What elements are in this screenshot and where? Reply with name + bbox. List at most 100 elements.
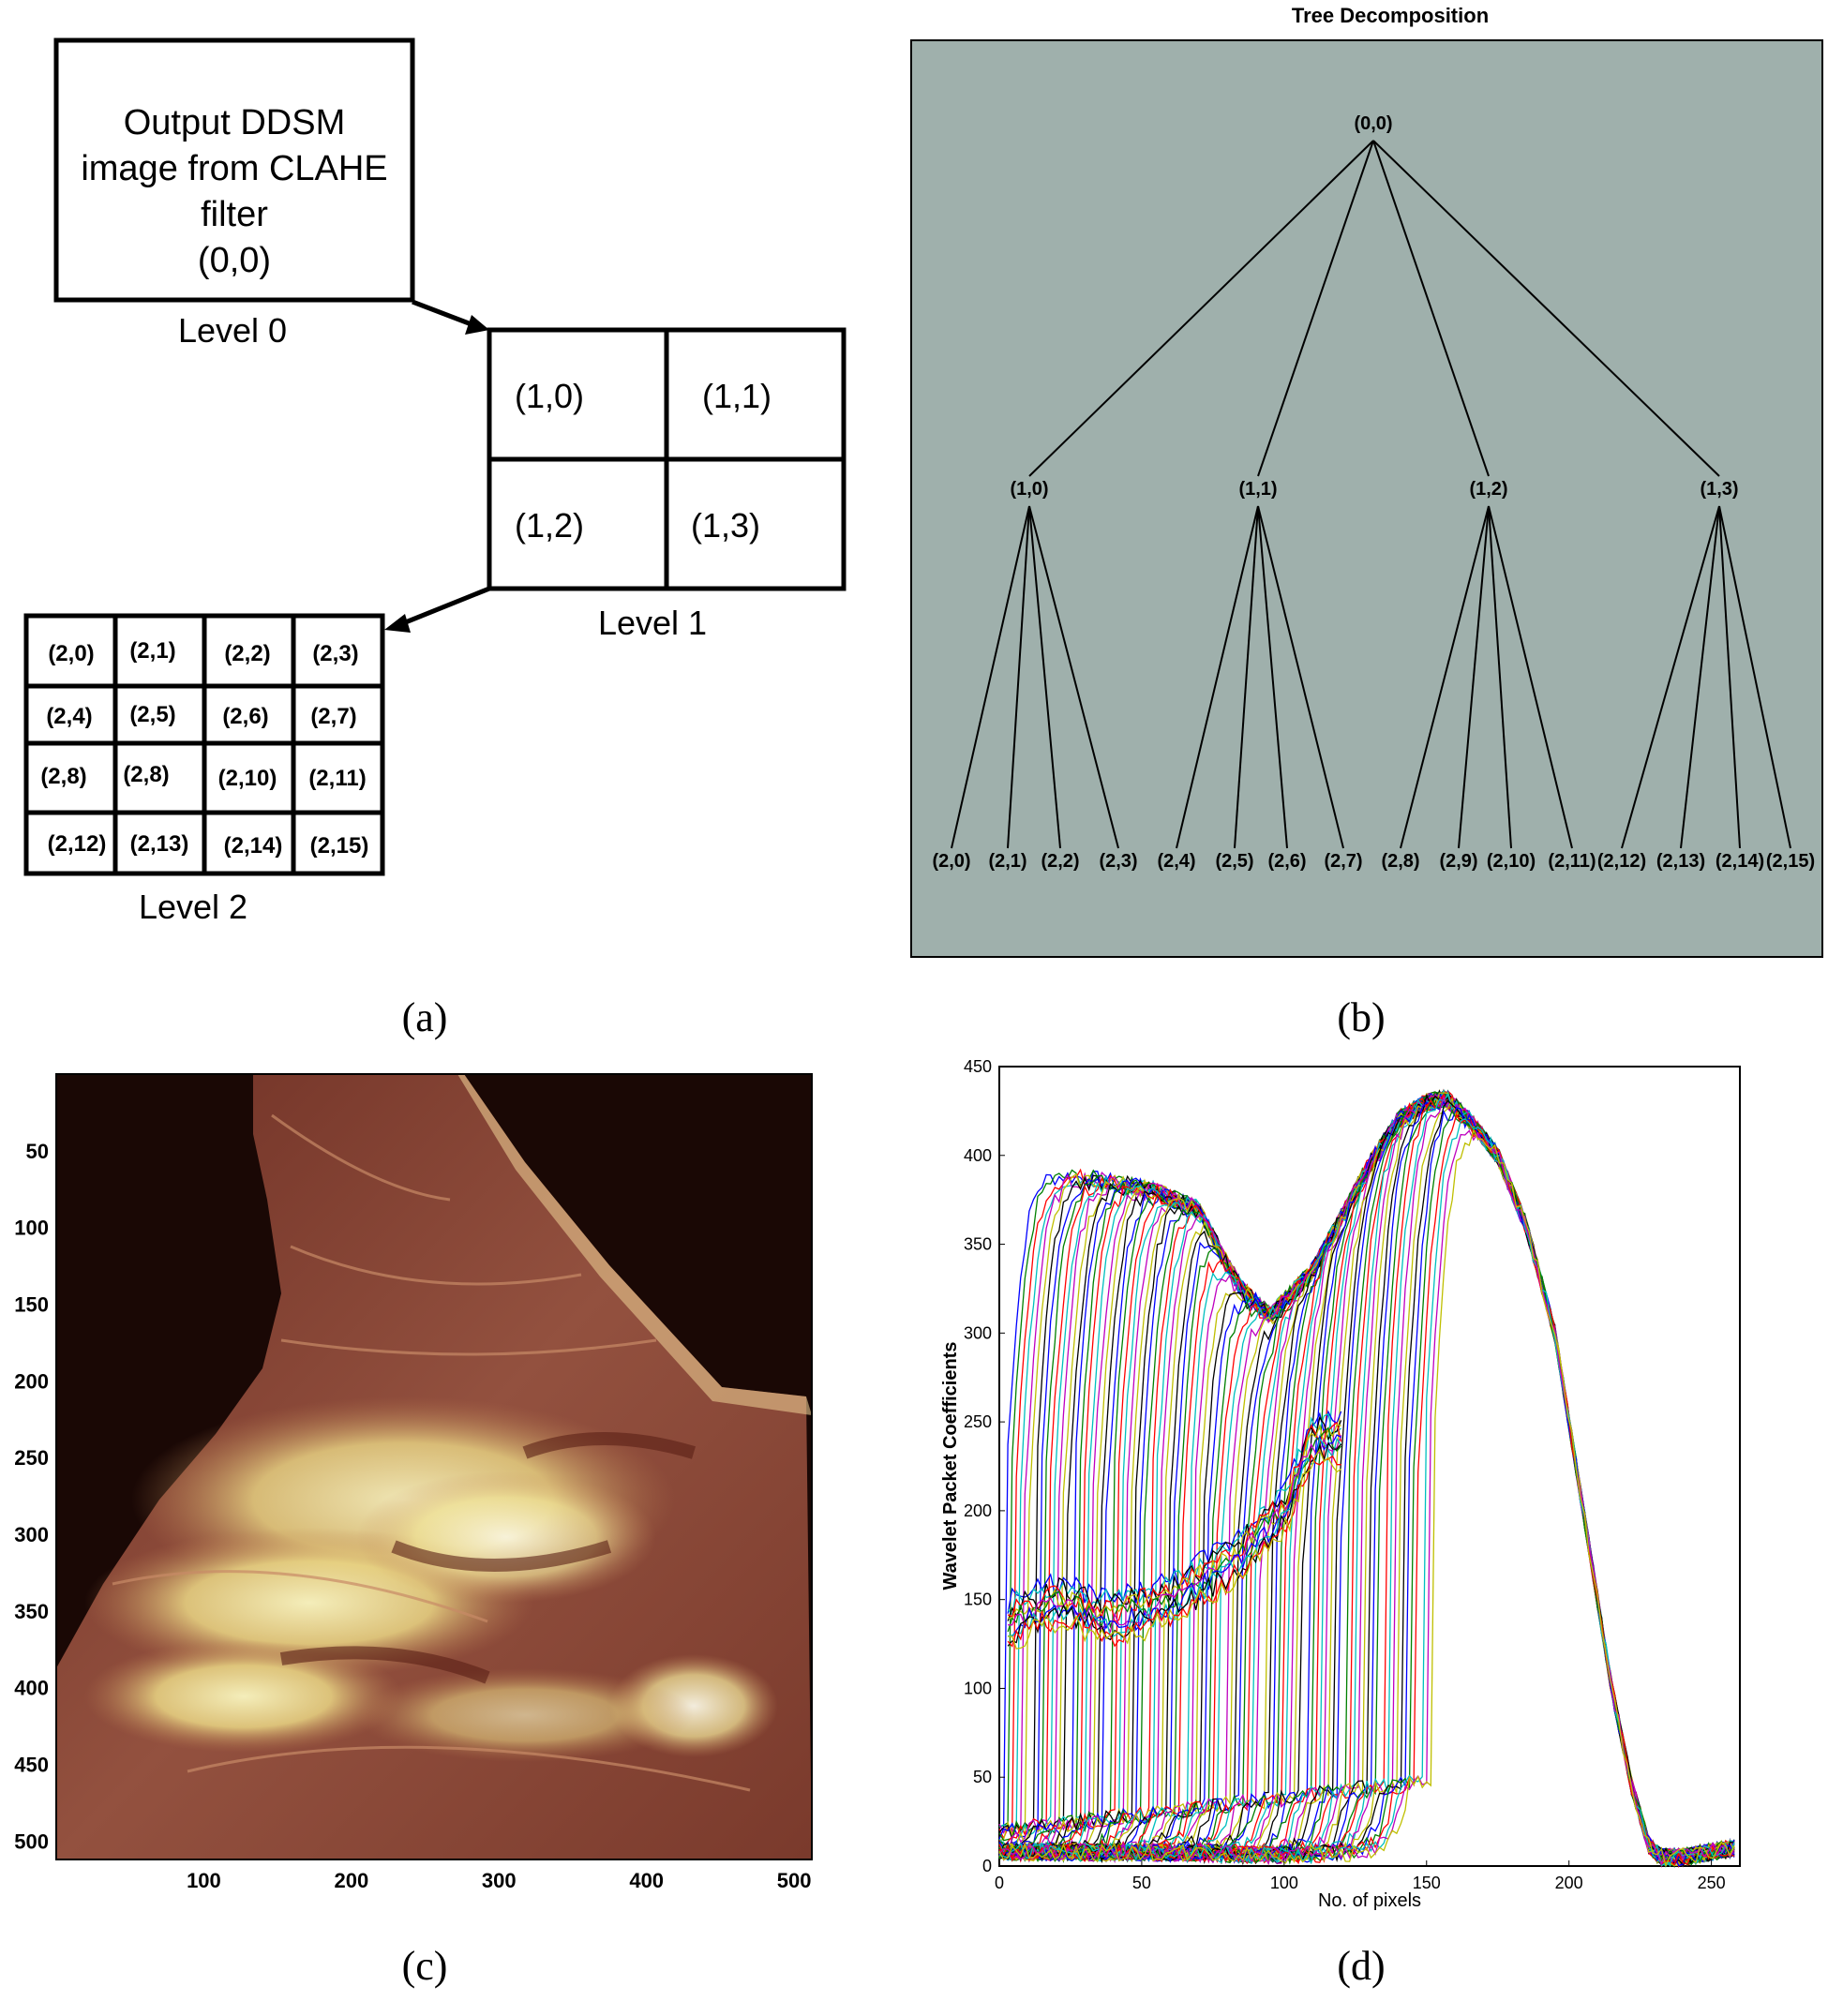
chart-y-tick-label: 0 xyxy=(982,1857,992,1875)
chart-x-tick-label: 100 xyxy=(1270,1874,1298,1892)
arrow-level1-to-level2-head xyxy=(384,614,411,633)
wavelet-coefficient-series xyxy=(1007,1441,1342,1647)
tree-node-level2-7: (2,7) xyxy=(1324,851,1362,872)
chart-y-tick-label: 300 xyxy=(964,1323,992,1342)
chart-x-tick-label: 150 xyxy=(1413,1874,1441,1892)
wavelet-coefficient-series xyxy=(1007,1415,1342,1621)
image-y-tick: 500 xyxy=(14,1829,49,1853)
tree-edges xyxy=(951,140,1791,849)
tree-node-level2-1: (2,1) xyxy=(988,851,1026,872)
root-box-line2: image from CLAHE xyxy=(81,149,387,188)
level2-cell-7: (2,7) xyxy=(310,704,356,729)
tree-node-level2-0: (2,0) xyxy=(932,851,970,872)
level1-cell-1: (1,1) xyxy=(702,377,772,415)
tree-edge-2-0 xyxy=(1400,505,1490,849)
tree-edge-0-2 xyxy=(1028,505,1061,849)
image-y-tick: 150 xyxy=(14,1293,49,1317)
tree-edge-3-3 xyxy=(1718,505,1791,849)
tree-edge-2-2 xyxy=(1488,505,1512,849)
level2-grid xyxy=(23,613,385,876)
level2-cell-5: (2,5) xyxy=(129,702,175,727)
tree-node-level1-3: (1,3) xyxy=(1700,479,1738,500)
tree-edge-2-3 xyxy=(1488,505,1573,849)
chart-ylabel: Wavelet Packet Coefficients xyxy=(940,1342,961,1590)
tree-edge-1-2 xyxy=(1257,505,1288,849)
tree-edge-1-1 xyxy=(1234,505,1259,849)
tree-edge-3-1 xyxy=(1680,505,1720,849)
wavelet-coefficient-series xyxy=(1007,1410,1342,1614)
level2-cell-14: (2,14) xyxy=(224,833,283,859)
tree-edge-3-0 xyxy=(1621,505,1720,849)
tree-node-level2-10: (2,10) xyxy=(1487,851,1536,872)
image-y-tick: 300 xyxy=(14,1523,49,1546)
tree-node-level2-14: (2,14) xyxy=(1716,851,1764,872)
level2-cell-3: (2,3) xyxy=(312,641,358,666)
image-x-tick: 300 xyxy=(482,1869,517,1892)
tree-node-level2-11: (2,11) xyxy=(1548,851,1596,872)
caption-b: (b) xyxy=(1337,994,1386,1040)
panel-d-chart: 0 50 100 150 200 250 300 350 400 450 0 50 100 150 200… xyxy=(940,1057,1741,1911)
level2-cell-4: (2,4) xyxy=(46,704,92,729)
root-box-line1: Output DDSM xyxy=(124,103,346,142)
chart-y-tick-label: 200 xyxy=(964,1501,992,1520)
tree-edge-3-2 xyxy=(1718,505,1741,849)
level2-cell-9: (2,8) xyxy=(123,762,169,787)
tree-edge-root-1 xyxy=(1257,140,1374,477)
level1-label: Level 1 xyxy=(598,604,707,642)
chart-x-tick-label: 200 xyxy=(1555,1874,1583,1892)
caption-a: (a) xyxy=(401,994,448,1040)
tree-node-level2-2: (2,2) xyxy=(1041,851,1079,872)
tree-edge-0-0 xyxy=(951,505,1030,849)
tree-edge-root-2 xyxy=(1372,140,1490,477)
level2-cell-1: (2,1) xyxy=(129,638,175,664)
root-box-line3: filter xyxy=(201,195,268,234)
level2-cell-6: (2,6) xyxy=(222,704,268,729)
image-x-tick: 400 xyxy=(629,1869,664,1892)
image-y-tick: 50 xyxy=(26,1140,49,1163)
panel-b: Tree Decomposition (0,0) (1,0) (1,1) (1,2)(… xyxy=(900,0,1828,975)
tree-edge-0-1 xyxy=(1007,505,1030,849)
tree-title: Tree Decomposition xyxy=(1292,4,1489,27)
image-y-tick: 100 xyxy=(14,1217,49,1240)
caption-c: (c) xyxy=(401,1943,448,1989)
tree-plot-area xyxy=(910,39,1823,958)
tree-node-level2-15: (2,15) xyxy=(1766,851,1815,872)
tree-edge-1-3 xyxy=(1257,505,1344,849)
image-frame xyxy=(55,1073,813,1860)
tree-node-level2-4: (2,4) xyxy=(1157,851,1195,872)
panel-a: Output DDSM image from CLAHE filter (0,0… xyxy=(0,0,900,993)
tree-edge-root-0 xyxy=(1028,140,1374,477)
level2-cell-13: (2,13) xyxy=(130,831,189,857)
image-x-tick: 200 xyxy=(334,1869,368,1892)
tree-node-level1-1: (1,1) xyxy=(1238,479,1277,500)
level2-cell-12: (2,12) xyxy=(48,831,107,857)
wavelet-coefficient-series xyxy=(998,1128,1735,1868)
panel-c-image-plot: 50 100 150 200 250 300 350 400 450 500 100 200 300 4… xyxy=(14,1073,813,1892)
level1-cell-3: (1,3) xyxy=(691,506,760,545)
level2-label: Level 2 xyxy=(139,888,247,926)
chart-y-tick-label: 350 xyxy=(964,1235,992,1254)
mammogram-image xyxy=(56,1074,812,1859)
tree-node-level1-0: (1,0) xyxy=(1010,479,1048,500)
image-x-tick: 100 xyxy=(187,1869,221,1892)
chart-x-tick-label: 250 xyxy=(1698,1874,1726,1892)
tree-edge-root-3 xyxy=(1372,140,1720,477)
tree-node-level2-8: (2,8) xyxy=(1381,851,1419,872)
tree-node-level2-13: (2,13) xyxy=(1656,851,1705,872)
level0-label: Level 0 xyxy=(178,311,287,350)
tree-edge-0-3 xyxy=(1028,505,1119,849)
tree-node-level2-5: (2,5) xyxy=(1215,851,1253,872)
image-y-tick: 200 xyxy=(14,1369,49,1393)
chart-y-tick-label: 150 xyxy=(964,1590,992,1609)
wavelet-coefficient-series xyxy=(1007,1437,1342,1638)
level2-cell-10: (2,10) xyxy=(218,766,277,791)
arrow-level0-to-level1-head xyxy=(465,315,489,335)
image-y-tick: 450 xyxy=(14,1754,49,1777)
tree-nodes: (0,0) (1,0) (1,1) (1,2) (1,3) (2,0) (2,1) (2,2)… xyxy=(932,113,1815,872)
level2-cell-2: (2,2) xyxy=(224,641,270,666)
chart-y-tick-label: 50 xyxy=(973,1768,992,1786)
image-y-tick: 350 xyxy=(14,1600,49,1623)
wavelet-coefficient-series xyxy=(1007,1453,1341,1648)
arrow-level1-to-level2 xyxy=(402,586,490,626)
panel-b-tree: Tree Decomposition (0,0)(1,0) (1,1) (1,2)(… xyxy=(910,4,1823,958)
